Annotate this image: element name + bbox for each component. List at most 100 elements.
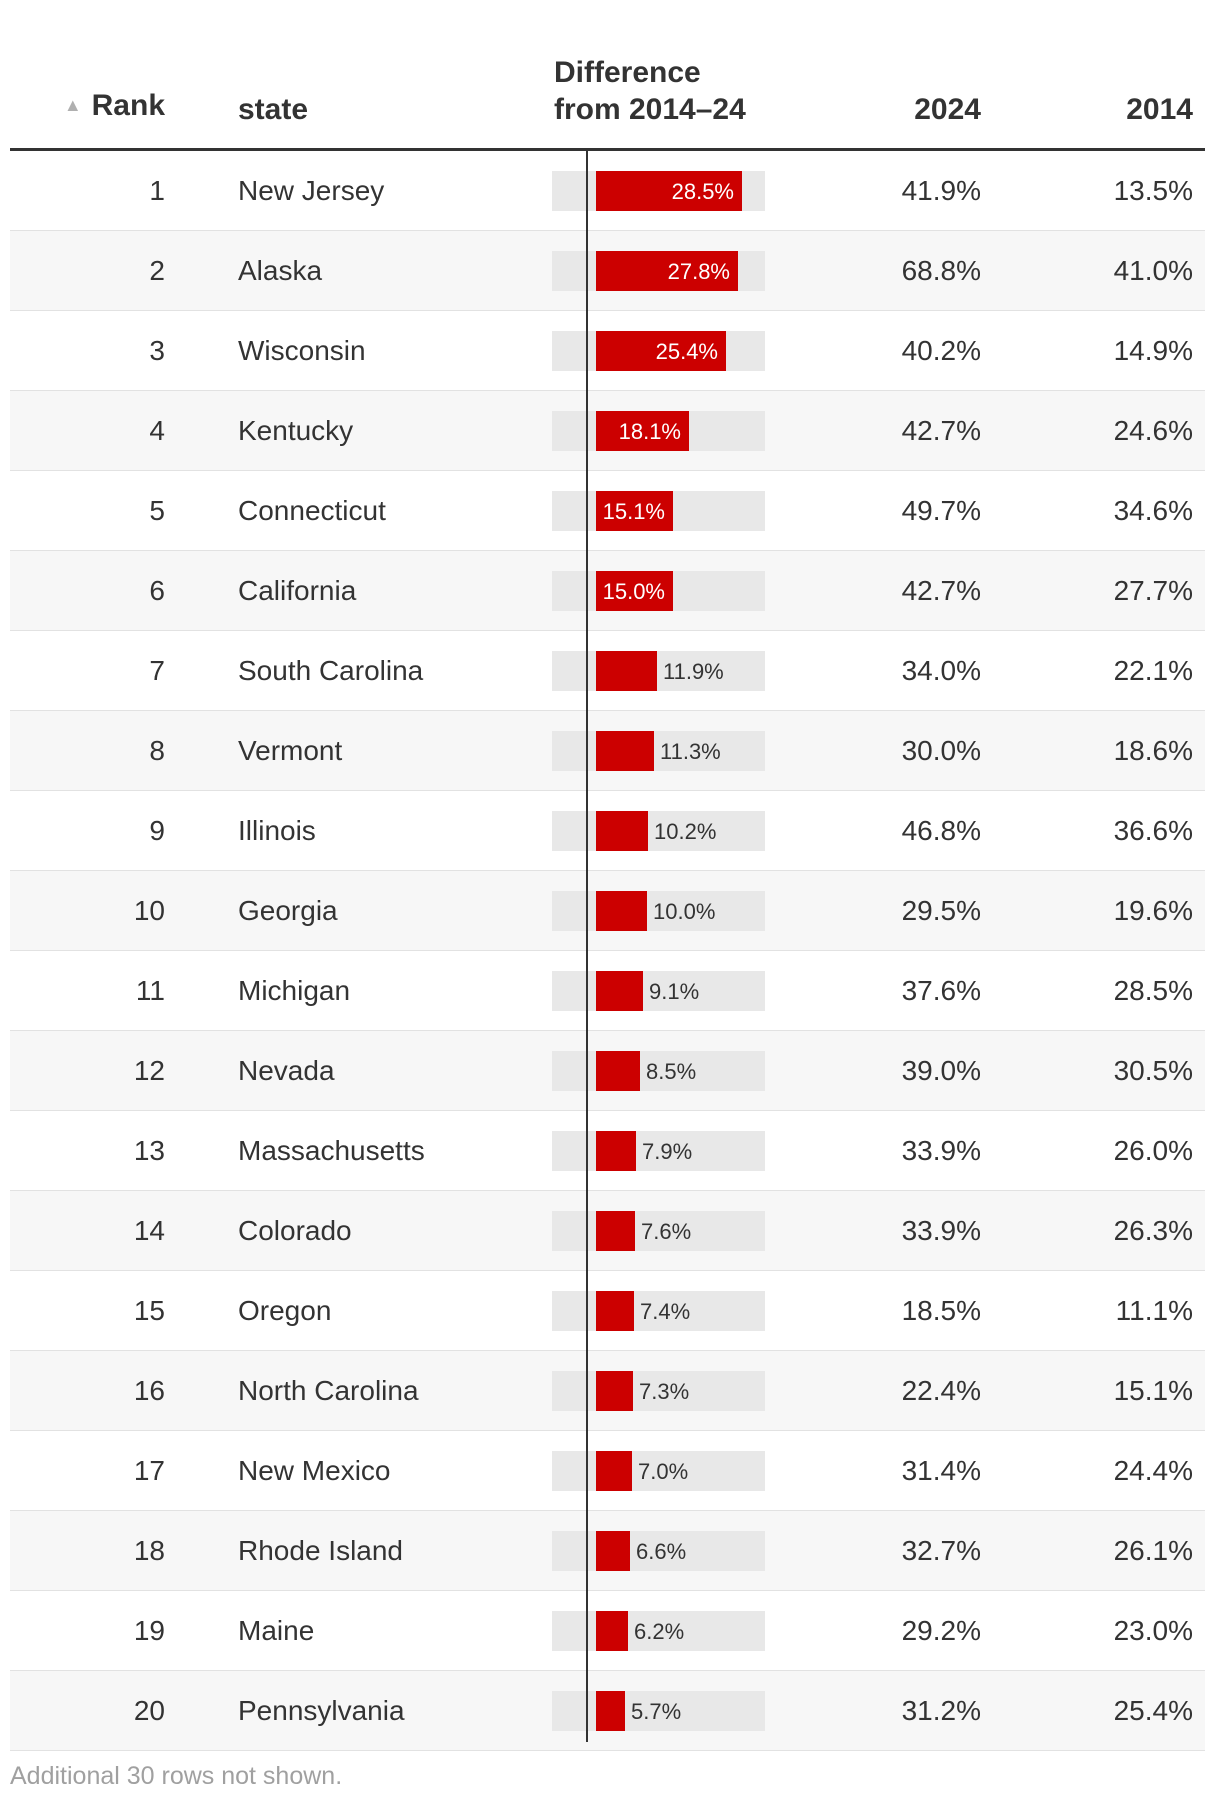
difference-cell: 18.1% xyxy=(552,391,765,470)
table-row: 15 Oregon 7.4% 18.5% 11.1% xyxy=(10,1271,1205,1351)
rank-cell: 2 xyxy=(149,255,165,286)
difference-bar-label: 18.1% xyxy=(618,419,681,444)
rank-cell: 10 xyxy=(133,895,165,926)
table-row: 9 Illinois 10.2% 46.8% 36.6% xyxy=(10,791,1205,871)
difference-bar-label: 7.3% xyxy=(639,1379,690,1404)
state-cell: Illinois xyxy=(238,815,316,846)
table-row: 6 California 15.0% 42.7% 27.7% xyxy=(10,551,1205,631)
difference-cell: 7.4% xyxy=(552,1271,765,1350)
value-2024-cell: 22.4% xyxy=(901,1375,981,1406)
table-row: 10 Georgia 10.0% 29.5% 19.6% xyxy=(10,871,1205,951)
state-cell: Georgia xyxy=(238,895,338,926)
difference-bar xyxy=(596,1051,640,1091)
difference-cell: 28.5% xyxy=(552,151,765,230)
table-row: 7 South Carolina 11.9% 34.0% 22.1% xyxy=(10,631,1205,711)
value-2024-cell: 41.9% xyxy=(901,175,981,206)
table-row: 14 Colorado 7.6% 33.9% 26.3% xyxy=(10,1191,1205,1271)
difference-bar xyxy=(596,1211,635,1251)
difference-cell: 11.3% xyxy=(552,711,765,790)
difference-cell: 8.5% xyxy=(552,1031,765,1110)
column-header-state[interactable]: state xyxy=(238,93,309,126)
difference-cell: 15.1% xyxy=(552,471,765,550)
value-2014-cell: 19.6% xyxy=(1113,895,1193,926)
state-cell: New Jersey xyxy=(238,175,385,206)
state-cell: Vermont xyxy=(238,735,343,766)
difference-bar xyxy=(596,891,647,931)
rank-cell: 14 xyxy=(133,1215,165,1246)
value-2014-cell: 24.6% xyxy=(1113,415,1193,446)
difference-bar xyxy=(596,1131,636,1171)
value-2014-cell: 24.4% xyxy=(1113,1455,1193,1486)
difference-bar-label: 5.7% xyxy=(631,1699,682,1724)
difference-bar-label: 10.2% xyxy=(654,819,717,844)
difference-bar xyxy=(596,251,738,291)
column-header-2024[interactable]: 2024 xyxy=(914,93,981,126)
rank-cell: 4 xyxy=(149,415,165,446)
difference-bar xyxy=(596,651,657,691)
value-2024-cell: 33.9% xyxy=(901,1215,981,1246)
difference-cell: 10.2% xyxy=(552,791,765,870)
value-2014-cell: 26.3% xyxy=(1113,1215,1193,1246)
table-row: 11 Michigan 9.1% 37.6% 28.5% xyxy=(10,951,1205,1031)
table-row: 8 Vermont 11.3% 30.0% 18.6% xyxy=(10,711,1205,791)
value-2024-cell: 18.5% xyxy=(901,1295,981,1326)
difference-bar xyxy=(596,1291,634,1331)
value-2024-cell: 29.5% xyxy=(901,895,981,926)
state-cell: North Carolina xyxy=(238,1375,419,1406)
value-2024-cell: 68.8% xyxy=(901,255,981,286)
difference-cell: 15.0% xyxy=(552,551,765,630)
value-2024-cell: 49.7% xyxy=(901,495,981,526)
state-cell: Alaska xyxy=(238,255,323,286)
value-2024-cell: 34.0% xyxy=(901,655,981,686)
value-2014-cell: 23.0% xyxy=(1113,1615,1193,1646)
difference-bar-label: 10.0% xyxy=(653,899,716,924)
rank-cell: 16 xyxy=(133,1375,165,1406)
value-2024-cell: 40.2% xyxy=(901,335,981,366)
difference-bar-label: 11.3% xyxy=(660,739,721,764)
state-cell: Connecticut xyxy=(238,495,386,526)
column-header-difference-line2: from 2014–24 xyxy=(554,93,746,126)
difference-bar-label: 6.6% xyxy=(636,1539,687,1564)
state-cell: Pennsylvania xyxy=(238,1695,405,1726)
column-header-difference-line1: Difference xyxy=(554,56,701,89)
difference-cell: 7.6% xyxy=(552,1191,765,1270)
difference-cell: 7.3% xyxy=(552,1351,765,1430)
table-row: 4 Kentucky 18.1% 42.7% 24.6% xyxy=(10,391,1205,471)
column-header-rank[interactable]: ▲ Rank xyxy=(64,87,165,128)
table-body: 1 New Jersey 28.5% 41.9% 13.5% 2 Alaska 27.8% 68… xyxy=(10,151,1205,1751)
column-header-2014[interactable]: 2014 xyxy=(1126,93,1193,126)
rank-cell: 8 xyxy=(149,735,165,766)
table-row: 5 Connecticut 15.1% 49.7% 34.6% xyxy=(10,471,1205,551)
difference-bar xyxy=(596,971,643,1011)
value-2014-cell: 27.7% xyxy=(1113,575,1193,606)
rank-cell: 6 xyxy=(149,575,165,606)
state-cell: Colorado xyxy=(238,1215,352,1246)
state-cell: Rhode Island xyxy=(238,1535,404,1566)
difference-bar xyxy=(596,811,648,851)
difference-cell: 10.0% xyxy=(552,871,765,950)
column-header-difference[interactable]: Difference from 2014–24 xyxy=(554,54,746,128)
difference-bar xyxy=(596,331,726,371)
table-row: 18 Rhode Island 6.6% 32.7% 26.1% xyxy=(10,1511,1205,1591)
value-2024-cell: 39.0% xyxy=(901,1055,981,1086)
state-cell: Nevada xyxy=(238,1055,335,1086)
difference-bar xyxy=(596,1371,633,1411)
difference-bar-label: 25.4% xyxy=(655,339,718,364)
rank-cell: 9 xyxy=(149,815,165,846)
bar-track xyxy=(552,651,765,691)
rank-cell: 7 xyxy=(149,655,165,686)
table-row: 17 New Mexico 7.0% 31.4% 24.4% xyxy=(10,1431,1205,1511)
state-cell: Wisconsin xyxy=(238,335,366,366)
value-2024-cell: 31.4% xyxy=(901,1455,981,1486)
value-2024-cell: 42.7% xyxy=(901,575,981,606)
value-2024-cell: 30.0% xyxy=(901,735,981,766)
value-2014-cell: 26.1% xyxy=(1113,1535,1193,1566)
difference-bar-label: 7.4% xyxy=(640,1299,691,1324)
table-row: 19 Maine 6.2% 29.2% 23.0% xyxy=(10,1591,1205,1671)
rank-cell: 17 xyxy=(133,1455,165,1486)
difference-bar xyxy=(596,1691,625,1731)
difference-bar xyxy=(596,411,689,451)
table-row: 12 Nevada 8.5% 39.0% 30.5% xyxy=(10,1031,1205,1111)
column-header-rank-label: Rank xyxy=(91,89,165,122)
difference-bar-label: 7.6% xyxy=(641,1219,692,1244)
